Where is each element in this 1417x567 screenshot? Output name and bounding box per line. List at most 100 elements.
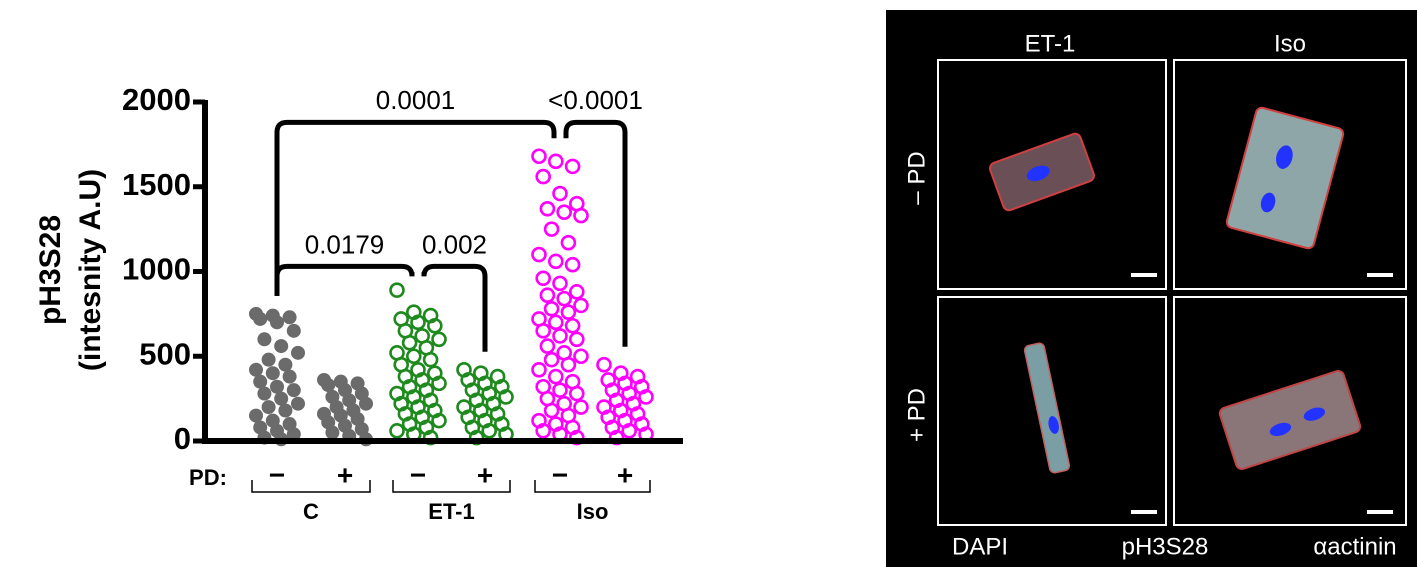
p-value-label: 0.0179: [305, 229, 385, 259]
data-point: [598, 358, 611, 371]
x-tick-label: +: [617, 459, 633, 490]
y-tick-label: 1000: [122, 252, 191, 287]
group-label: ET-1: [428, 499, 474, 524]
y-tick-label: 2000: [122, 82, 191, 117]
data-point: [562, 306, 575, 319]
scale-bar: [1131, 273, 1157, 277]
data-point: [575, 401, 588, 414]
data-point: [283, 311, 296, 324]
data-point: [279, 404, 292, 417]
data-point: [533, 248, 546, 261]
y-tick-label: 1500: [122, 167, 191, 202]
x-tick-label: −: [410, 459, 426, 490]
data-point: [250, 409, 263, 422]
data-point: [566, 160, 579, 173]
data-point: [562, 236, 575, 249]
data-point: [575, 350, 588, 363]
micrograph-panel: ET-1 Iso – PD + PD DAPI pH3S28 αactinin: [886, 10, 1417, 567]
column-label: ET-1: [1025, 30, 1076, 57]
data-point: [549, 155, 562, 168]
data-point: [549, 370, 562, 383]
data-point: [549, 316, 562, 329]
data-point: [545, 353, 558, 366]
data-point: [537, 170, 550, 183]
data-point: [292, 346, 305, 359]
data-point: [545, 223, 558, 236]
significance-bracket: [277, 122, 554, 296]
data-point: [322, 379, 335, 392]
data-point: [326, 426, 339, 439]
data-point: [541, 289, 554, 302]
y-tick-label: 0: [174, 421, 191, 456]
data-point: [266, 367, 279, 380]
p-value-label: 0.002: [422, 229, 487, 259]
data-point: [570, 387, 583, 400]
p-value-label: 0.0001: [376, 85, 456, 115]
data-point: [262, 401, 275, 414]
data-point: [250, 363, 263, 376]
data-point: [275, 392, 288, 405]
data-point: [575, 299, 588, 312]
data-point: [275, 340, 288, 353]
data-point: [537, 272, 550, 285]
data-point: [407, 350, 420, 363]
legend-label: pH3S28: [1122, 533, 1209, 560]
data-point: [537, 324, 550, 337]
scale-bar: [1367, 273, 1393, 277]
column-label: Iso: [1274, 30, 1306, 57]
data-point: [562, 358, 575, 371]
data-point: [541, 340, 554, 353]
data-point: [391, 284, 404, 297]
data-point: [258, 387, 271, 400]
data-point: [554, 384, 567, 397]
data-point: [283, 370, 296, 383]
row-label: – PD: [903, 151, 930, 204]
data-point: [287, 324, 300, 337]
y-axis-label: (intesnity A.U): [74, 169, 107, 371]
data-point: [360, 397, 373, 410]
data-point: [424, 353, 437, 366]
group-label: Iso: [577, 499, 609, 524]
data-point: [391, 424, 404, 437]
data-point: [570, 333, 583, 346]
x-tick-label: −: [552, 459, 568, 490]
data-point: [566, 258, 579, 271]
data-point: [533, 363, 546, 376]
data-point: [279, 358, 292, 371]
data-point: [558, 292, 571, 305]
x-tick-label: +: [477, 459, 493, 490]
data-point: [292, 397, 305, 410]
x-tick-label: +: [337, 459, 353, 490]
data-point: [545, 404, 558, 417]
data-point: [433, 333, 446, 346]
row-label: + PD: [903, 388, 930, 442]
legend-label: DAPI: [952, 533, 1008, 560]
scale-bar: [1367, 510, 1393, 514]
data-point: [570, 285, 583, 298]
data-point: [554, 329, 567, 342]
scale-bar: [1131, 510, 1157, 514]
data-point: [271, 380, 284, 393]
data-point: [549, 255, 562, 268]
legend-label: αactinin: [1313, 533, 1396, 560]
data-point: [554, 277, 567, 290]
data-point: [566, 319, 579, 332]
y-tick-label: 500: [139, 336, 191, 371]
data-point: [533, 150, 546, 163]
data-point: [541, 202, 554, 215]
data-point: [545, 302, 558, 315]
figure: pH3S28(intesnity A.U)05001000150020000.0…: [0, 0, 1417, 567]
data-point: [271, 316, 284, 329]
data-point: [554, 187, 567, 200]
p-value-label: <0.0001: [548, 85, 643, 115]
y-axis-label: pH3S28: [34, 215, 67, 325]
data-point: [262, 353, 275, 366]
data-point: [258, 333, 271, 346]
group-label: C: [303, 499, 319, 524]
x-tick-label: −: [269, 459, 285, 490]
dot-plot: pH3S28(intesnity A.U) 0 500 1000 1500 2000 0.0…: [34, 82, 683, 524]
data-point: [575, 209, 588, 222]
data-point: [254, 375, 267, 388]
data-point: [254, 312, 267, 325]
data-point: [558, 206, 571, 219]
